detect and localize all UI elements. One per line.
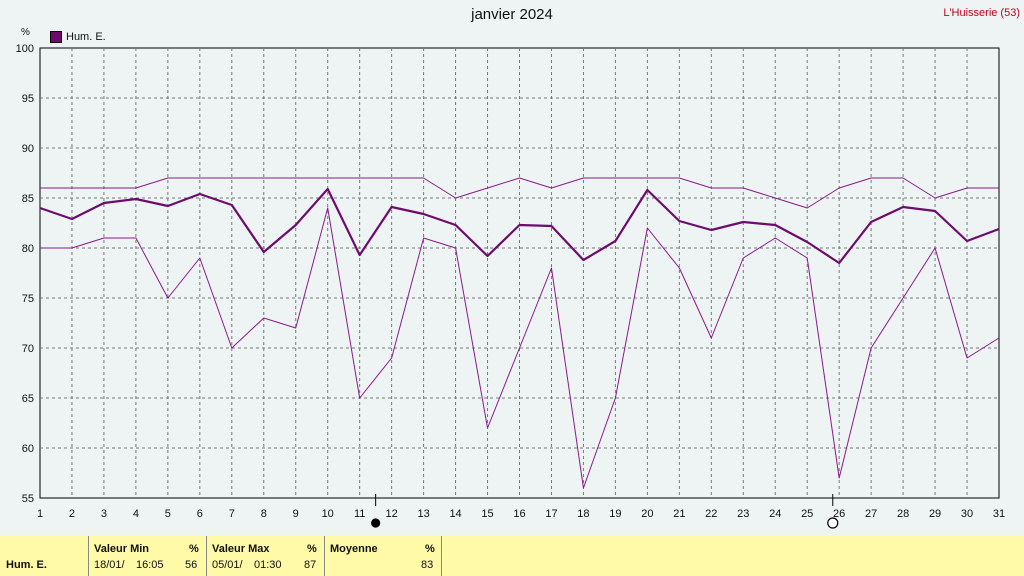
station-name: L'Huisserie (53) (943, 7, 1020, 19)
x-tick-label: 4 (133, 508, 139, 520)
mean-value: 83 (421, 559, 434, 571)
legend-swatch (50, 31, 62, 43)
x-tick-label: 28 (897, 508, 909, 520)
x-tick-label: 10 (322, 508, 334, 520)
x-tick-label: 9 (293, 508, 299, 520)
x-tick-label: 20 (641, 508, 653, 520)
y-tick-label: 85 (22, 193, 34, 205)
x-tick-label: 26 (833, 508, 845, 520)
y-tick-label: 90 (22, 143, 34, 155)
min-date: 18/01/ (94, 559, 125, 571)
x-tick-label: 2 (69, 508, 75, 520)
max-value: 87 (304, 559, 317, 571)
y-axis-unit: % (21, 27, 30, 38)
y-tick-label: 100 (16, 43, 34, 55)
min-time: 16:05 (136, 559, 164, 571)
x-tick-label: 16 (513, 508, 525, 520)
divider (206, 536, 207, 576)
max-time: 01:30 (254, 559, 282, 571)
legend-label: Hum. E. (66, 31, 106, 43)
x-tick-label: 24 (769, 508, 781, 520)
x-tick-label: 11 (354, 508, 365, 520)
divider (324, 536, 325, 576)
mean-header: Moyenne (330, 543, 378, 555)
max-unit: % (307, 543, 317, 555)
x-tick-label: 12 (386, 508, 398, 520)
x-tick-label: 8 (261, 508, 267, 520)
x-tick-label: 19 (609, 508, 621, 520)
min-unit: % (189, 543, 199, 555)
mean-unit: % (425, 543, 435, 555)
divider (88, 536, 89, 576)
summary-row-label: Hum. E. (6, 559, 47, 571)
min-header: Valeur Min (94, 543, 150, 555)
y-tick-label: 95 (22, 93, 34, 105)
x-tick-label: 29 (929, 508, 941, 520)
new-moon-icon (827, 517, 839, 529)
min-value: 56 (185, 559, 198, 571)
chart-title: janvier 2024 (471, 6, 553, 23)
x-tick-label: 22 (705, 508, 717, 520)
x-tick-label: 14 (449, 508, 461, 520)
x-tick-label: 27 (865, 508, 877, 520)
legend: Hum. E. (50, 31, 106, 43)
summary-panel (0, 535, 1024, 576)
x-tick-label: 30 (961, 508, 973, 520)
x-tick-label: 13 (417, 508, 429, 520)
divider (441, 536, 442, 576)
humidity-chart: 1 2 3 4 5 6 7 8 9 10 11 12 13 14 15 16 17 18 19 20 21 22 23 24 2… (16, 43, 1005, 529)
max-header: Valeur Max (212, 543, 270, 555)
y-tick-label: 65 (22, 393, 34, 405)
x-tick-label: 5 (165, 508, 171, 520)
y-tick-label: 75 (22, 293, 34, 305)
y-tick-label: 80 (22, 243, 34, 255)
max-date: 05/01/ (212, 559, 243, 571)
x-tick-label: 3 (101, 508, 107, 520)
y-tick-label: 60 (22, 443, 34, 455)
series-line-min (40, 207, 1000, 489)
x-tick-label: 1 (37, 508, 43, 520)
y-tick-label: 70 (22, 343, 34, 355)
x-tick-label: 21 (673, 508, 685, 520)
x-tick-label: 31 (993, 508, 1005, 520)
x-tick-label: 25 (801, 508, 813, 520)
x-tick-label: 17 (545, 508, 557, 520)
y-tick-label: 55 (22, 493, 34, 505)
x-tick-label: 15 (481, 508, 493, 520)
x-tick-label: 18 (577, 508, 589, 520)
series-line-max (40, 177, 999, 209)
x-tick-label: 7 (229, 508, 235, 520)
series-line-mean (39, 187, 1000, 265)
full-moon-icon (371, 518, 381, 528)
x-tick-label: 6 (197, 508, 203, 520)
x-tick-label: 23 (737, 508, 749, 520)
